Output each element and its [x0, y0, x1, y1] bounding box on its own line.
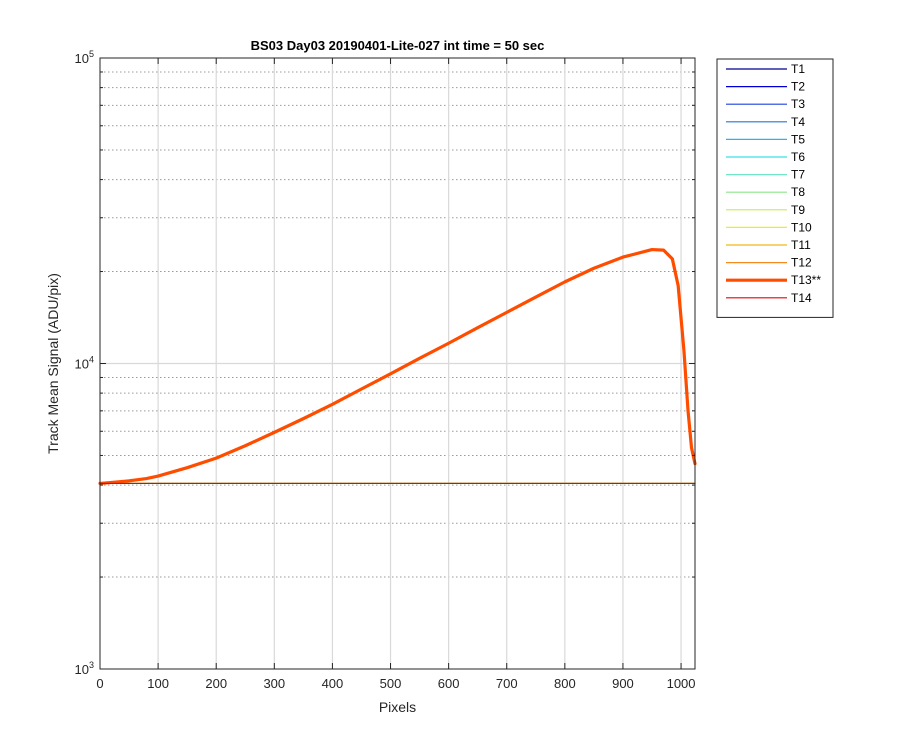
- x-tick-label: 400: [322, 676, 344, 691]
- legend-label: T10: [791, 220, 812, 234]
- x-tick-label: 500: [380, 676, 402, 691]
- legend: T1 T2 T3 T4 T5 T6 T7 T8 T9 T10 T11 T12 T13** T14: [716, 58, 834, 318]
- ticks-layer: 0 100 200 300 400 500 600 700 800 900 1000 103 104 10…: [75, 49, 696, 691]
- legend-label: T5: [791, 132, 805, 146]
- legend-label: T11: [791, 238, 811, 252]
- x-tick-label: 100: [147, 676, 169, 691]
- legend-label: T8: [791, 185, 805, 199]
- x-tick-label: 300: [263, 676, 285, 691]
- x-tick-label: 600: [438, 676, 460, 691]
- legend-label: T3: [791, 97, 805, 111]
- x-tick-label: 200: [205, 676, 227, 691]
- legend-box: [716, 58, 834, 318]
- series-line-t13: [98, 247, 697, 486]
- y-tick-label: 104: [75, 355, 94, 372]
- x-tick-label: 700: [496, 676, 518, 691]
- x-tick-label: 0: [96, 676, 103, 691]
- legend-label: T13**: [791, 273, 821, 287]
- series-layer: [98, 247, 697, 486]
- legend-label: T9: [791, 203, 805, 217]
- legend-label: T6: [791, 150, 805, 164]
- legend-label: T1: [791, 62, 805, 76]
- y-axis-label: Track Mean Signal (ADU/pix): [45, 273, 61, 454]
- chart-title: BS03 Day03 20190401-Lite-027 int time = …: [251, 38, 545, 53]
- x-tick-label: 900: [612, 676, 634, 691]
- legend-label: T7: [791, 168, 805, 182]
- x-tick-label: 1000: [667, 676, 696, 691]
- y-tick-label: 105: [75, 49, 94, 66]
- minor-grid: [100, 71, 695, 578]
- legend-label: T2: [791, 80, 805, 94]
- legend-label: T14: [791, 291, 812, 305]
- major-grid: [100, 58, 695, 669]
- y-tick-label: 103: [75, 660, 94, 677]
- legend-label: T12: [791, 256, 812, 270]
- x-axis-label: Pixels: [379, 699, 416, 715]
- x-tick-label: 800: [554, 676, 576, 691]
- legend-label: T4: [791, 115, 805, 129]
